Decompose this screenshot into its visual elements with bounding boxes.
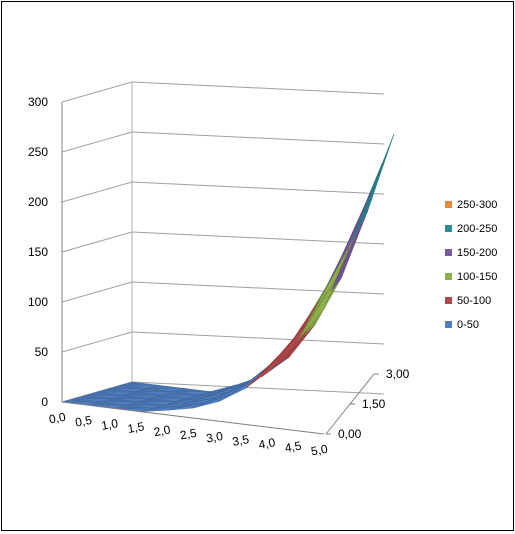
surface-facet [166, 402, 205, 411]
gridline-left [61, 131, 133, 153]
legend: 250-300 200-250 150-200 100-150 50-100 0-50 [445, 199, 497, 331]
x-tick-label: 3,5 [231, 432, 250, 449]
surface-facet [114, 404, 153, 409]
surface-facet [216, 379, 255, 398]
surface-facet [172, 388, 211, 392]
z-tick-label: 200 [28, 195, 48, 209]
legend-label: 200-250 [457, 223, 497, 235]
x-axis-line [61, 401, 325, 435]
surface-facet [61, 398, 100, 403]
gridline-left [61, 81, 133, 103]
surface-facet [123, 391, 162, 396]
z-tick-label: 150 [28, 245, 48, 259]
z-tick-label: 250 [28, 145, 48, 159]
surface-facet [277, 324, 316, 365]
surface-facet [309, 249, 348, 320]
surface-facet [152, 401, 191, 409]
x-tick-label: 0,0 [48, 410, 67, 427]
legend-label: 150-200 [457, 247, 497, 259]
legend-swatch [445, 297, 452, 304]
gridline-back [131, 331, 385, 345]
x-tick-label: 5,0 [310, 442, 329, 459]
gridline-back [131, 231, 385, 245]
z-axis: 0 50 100 150 200 250 300 [28, 95, 48, 409]
gridline-back [131, 281, 385, 295]
surface-facet [134, 388, 173, 393]
surface-facet [120, 381, 159, 386]
surface-facet [149, 394, 188, 399]
surface-facet [111, 394, 150, 399]
x-tick-label: 4,0 [257, 435, 276, 452]
gridline-left [61, 281, 133, 303]
depth-tick-label: 1,50 [362, 397, 386, 411]
x-tick-label: 0,5 [74, 413, 93, 430]
surface-facet [329, 210, 368, 293]
surface-facet [146, 384, 185, 389]
surface-facet [88, 401, 127, 406]
surface-facet [161, 391, 199, 396]
gridline-left [61, 181, 133, 203]
depth-tick-label: 3,00 [386, 367, 410, 381]
z-tick-label: 100 [28, 295, 48, 309]
gridline-left [61, 331, 133, 353]
gridline-back [131, 381, 385, 395]
surface-facet [297, 278, 336, 341]
x-tick-label: 1,0 [100, 416, 119, 433]
surface-facet [137, 398, 176, 402]
x-tick-label: 1,5 [126, 419, 145, 436]
surface-facet [245, 353, 284, 389]
z-tick-label: 300 [28, 95, 48, 109]
z-tick-label: 0 [41, 395, 48, 409]
surface-facet [198, 384, 237, 396]
surface-facet [213, 381, 252, 394]
surface-facet [163, 397, 202, 406]
surface-facet [192, 393, 231, 409]
legend-swatch [445, 201, 452, 208]
surface-facet [320, 220, 360, 298]
surface-facet [204, 386, 243, 403]
surface-facet [178, 397, 217, 407]
surface-facet [187, 388, 226, 399]
surface-facet [201, 386, 240, 398]
surface-facet [96, 388, 135, 393]
legend-swatch [445, 249, 452, 256]
surface-facet [140, 405, 179, 412]
surface-facet [230, 366, 269, 395]
legend-swatch [445, 225, 452, 232]
legend-swatch [445, 321, 452, 328]
surface-plot [61, 133, 395, 412]
gridline-back [131, 181, 385, 195]
surface-facet [99, 398, 138, 403]
legend-swatch [445, 273, 452, 280]
legend-label: 0-50 [457, 319, 479, 331]
surface-facet [108, 385, 147, 389]
x-tick-label: 3,0 [205, 429, 224, 446]
legend-label: 100-150 [457, 271, 497, 283]
legend-label: 50-100 [457, 295, 491, 307]
surface-facet [219, 377, 258, 402]
gridline-back [131, 81, 385, 95]
z-tick-label: 50 [35, 345, 49, 359]
x-tick-label: 4,5 [284, 438, 303, 455]
x-tick-label: 2,0 [153, 422, 172, 439]
x-axis: 0,0 0,5 1,0 1,5 2,0 2,5 3,0 3,5 4,0 4,5 5,0 [48, 401, 329, 459]
x-tick-label: 2,5 [179, 426, 198, 443]
surface-facet [85, 391, 124, 396]
gridline-back [131, 131, 385, 145]
surface-facet [256, 338, 296, 378]
surface-facet [73, 395, 112, 399]
surface-facet [190, 391, 229, 402]
depth-tick-label: 0,00 [338, 427, 362, 441]
surface-facet [175, 393, 214, 402]
surface-facet [271, 319, 310, 370]
surface-facet [126, 401, 164, 406]
gridline-left [61, 231, 133, 253]
surface-facet [283, 297, 322, 354]
legend-label: 250-300 [457, 199, 497, 211]
gridlines [61, 81, 385, 403]
depth-axis: 0,00 1,50 3,00 [325, 367, 410, 441]
